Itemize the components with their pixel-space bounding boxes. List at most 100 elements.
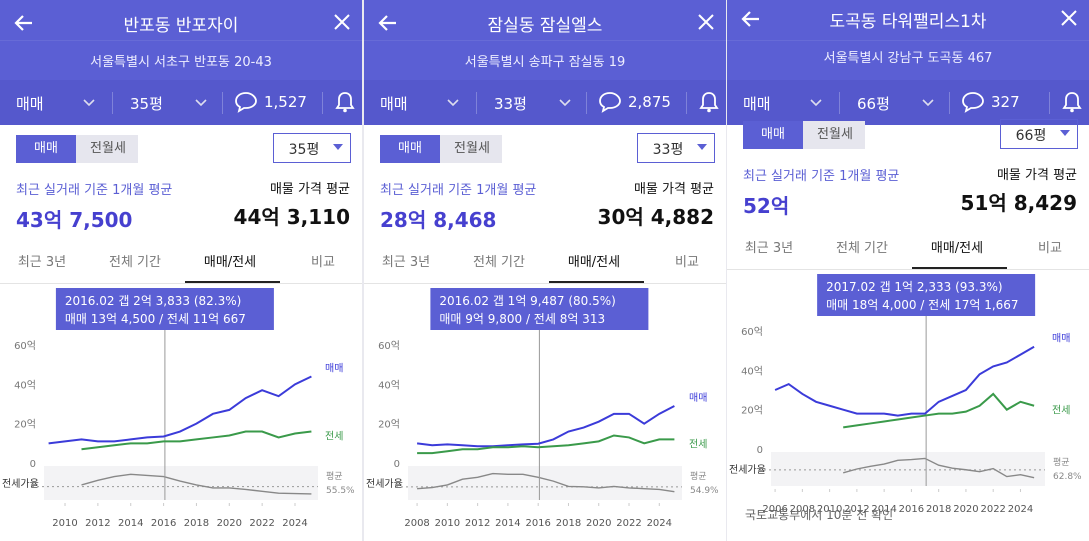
comment-icon[interactable] <box>234 91 258 113</box>
x-tick-label: 2016 <box>525 518 550 529</box>
deal-filter[interactable]: 매매 <box>743 95 771 113</box>
size-filter[interactable]: 33평 <box>494 95 527 113</box>
alert-button[interactable] <box>334 91 356 113</box>
back-button[interactable] <box>739 8 761 30</box>
ratio-average-value: 62.8% <box>1053 472 1082 482</box>
toggle-option[interactable]: 전월세 <box>454 141 490 156</box>
y-tick-label: 0 <box>394 459 400 470</box>
tab[interactable]: 전체 기간 <box>836 241 888 256</box>
ratio-label: 전세가율 <box>2 478 39 490</box>
tab[interactable]: 전체 기간 <box>473 255 525 270</box>
comment-count[interactable]: 1,527 <box>264 93 307 111</box>
close-button[interactable] <box>1060 9 1078 27</box>
x-tick-label: 2018 <box>184 518 209 529</box>
toggle-option[interactable]: 전월세 <box>817 127 853 142</box>
series-label: 매매 <box>1052 333 1070 345</box>
dropdown-arrow <box>697 144 707 150</box>
filter-row: 매매 33평 2,875 <box>364 80 726 125</box>
y-tick-label: 0 <box>30 459 36 470</box>
tab[interactable]: 매매/전세 <box>567 255 621 270</box>
series-label: 전세 <box>325 431 343 443</box>
recent-label: 최근 실거래 기준 1개월 평균 <box>16 183 173 198</box>
close-button[interactable] <box>697 13 715 31</box>
x-tick-label: 2008 <box>790 504 815 515</box>
x-tick-label: 2018 <box>926 504 951 515</box>
tab[interactable]: 비교 <box>1038 241 1062 256</box>
size-select[interactable]: 66평 <box>1000 119 1078 149</box>
content: 매매 전월세 66평 최근 실거래 기준 1개월 평균 52억 매물 가격 평균 51억 8… <box>727 111 1089 531</box>
address: 서울특별시 강남구 도곡동 467 <box>823 51 993 66</box>
comment-count[interactable]: 327 <box>991 93 1020 111</box>
series-line <box>843 392 1035 429</box>
size-select[interactable]: 35평 <box>273 133 351 163</box>
x-tick-label: 2016 <box>151 518 176 529</box>
x-tick-label: 2018 <box>556 518 581 529</box>
tab-divider <box>727 269 1089 270</box>
toggle-active[interactable]: 매매 <box>16 135 76 163</box>
x-tick-label: 2012 <box>85 518 110 529</box>
y-tick-label: 20억 <box>14 419 36 431</box>
tab-divider <box>0 283 362 284</box>
comment-count[interactable]: 2,875 <box>628 93 671 111</box>
listing-label: 매물 가격 평균 <box>996 168 1077 183</box>
x-tick-label: 2020 <box>217 518 242 529</box>
listing-label: 매물 가격 평균 <box>269 182 350 197</box>
ratio-label: 전세가율 <box>366 478 403 490</box>
filter-row: 매매 35평 1,527 <box>0 80 362 125</box>
alert-button[interactable] <box>1061 91 1083 113</box>
y-tick-label: 20억 <box>741 405 763 417</box>
listing-label: 매물 가격 평균 <box>633 182 714 197</box>
dropdown-arrow <box>333 144 343 150</box>
tab[interactable]: 비교 <box>311 255 335 270</box>
size-select-text: 33평 <box>652 142 684 158</box>
comment-icon[interactable] <box>598 91 622 113</box>
deal-filter[interactable]: 매매 <box>380 95 408 113</box>
recent-label: 최근 실거래 기준 1개월 평균 <box>743 169 900 184</box>
size-select[interactable]: 33평 <box>637 133 715 163</box>
y-tick-label: 20억 <box>378 419 400 431</box>
tooltip-line: 매매 13억 4,500 / 전세 11억 667 <box>65 312 246 326</box>
ratio-average-label: 평균 <box>326 471 343 482</box>
panel: 도곡동 타워팰리스1차 서울특별시 강남구 도곡동 467 매매 66평 327 매매 전월… <box>727 0 1089 541</box>
footer-note: 국토교통부에서 10분 전 확인 <box>745 508 894 522</box>
tooltip-line: 2016.02 갭 2억 3,833 (82.3%) <box>65 294 241 308</box>
x-tick-label: 2014 <box>495 518 520 529</box>
divider <box>0 40 362 41</box>
recent-price: 43억 7,500 <box>16 208 133 232</box>
series-label: 전세 <box>689 438 707 450</box>
tooltip-line: 매매 9억 9,800 / 전세 8억 313 <box>439 312 605 326</box>
tab[interactable]: 비교 <box>675 255 699 270</box>
x-tick-label: 2020 <box>586 518 611 529</box>
deal-filter[interactable]: 매매 <box>16 95 44 113</box>
close-button[interactable] <box>333 13 351 31</box>
listing-price: 30억 4,882 <box>597 205 714 229</box>
toggle-active[interactable]: 매매 <box>743 121 803 149</box>
address: 서울특별시 송파구 잠실동 19 <box>464 55 626 70</box>
sep <box>839 92 840 114</box>
chart: 0 20억 40억 60억 2010 2012 2014 2016 2018 2020 2022 20… <box>2 288 355 529</box>
sep <box>949 92 950 114</box>
ratio-average-value: 55.5% <box>326 486 355 496</box>
tab[interactable]: 매매/전세 <box>930 241 984 256</box>
back-button[interactable] <box>12 12 34 34</box>
tooltip <box>55 288 274 330</box>
tab[interactable]: 최근 3년 <box>381 255 431 270</box>
series-label: 매매 <box>689 392 707 404</box>
y-tick-label: 60억 <box>741 326 763 338</box>
tab[interactable]: 전체 기간 <box>109 255 161 270</box>
size-filter[interactable]: 66평 <box>857 95 890 113</box>
tab[interactable]: 최근 3년 <box>17 255 67 270</box>
alert-button[interactable] <box>698 91 720 113</box>
size-filter[interactable]: 35평 <box>130 95 163 113</box>
comment-icon[interactable] <box>961 91 985 113</box>
sep <box>322 92 323 114</box>
y-tick-label: 60억 <box>378 340 400 352</box>
toggle-active[interactable]: 매매 <box>380 135 440 163</box>
toggle-option[interactable]: 전월세 <box>90 141 126 156</box>
tab[interactable]: 최근 3년 <box>744 241 794 256</box>
tab[interactable]: 매매/전세 <box>203 255 257 270</box>
back-button[interactable] <box>376 12 398 34</box>
sep <box>686 92 687 114</box>
ratio-line <box>417 472 675 493</box>
recent-price: 28억 8,468 <box>380 208 497 232</box>
